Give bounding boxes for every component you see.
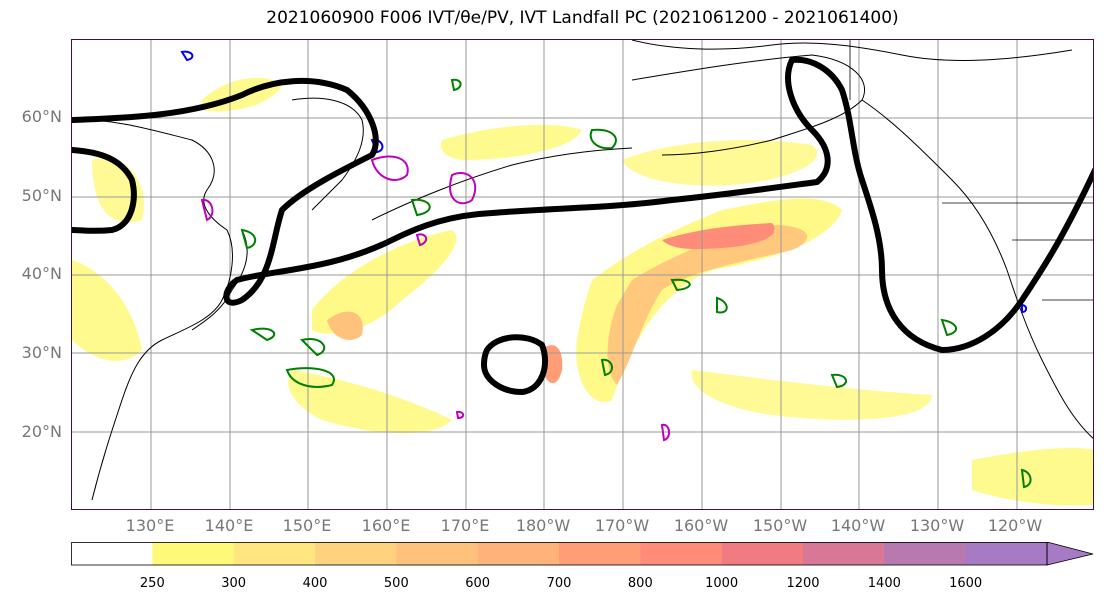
alaska-coast <box>631 54 865 156</box>
kamchatka-coast <box>291 97 364 211</box>
ivt-sw <box>72 260 142 361</box>
ivt-colorbar <box>71 541 1095 570</box>
ivt-shading <box>72 77 1093 506</box>
colorbar-tick-label: 1000 <box>705 576 739 591</box>
ivt-se <box>691 370 932 420</box>
colorbar-tick-label: 1400 <box>867 576 901 591</box>
lon-label-150w: 150°W <box>752 516 808 535</box>
theta-e-contours <box>240 78 1032 489</box>
pv-contour-west <box>72 147 137 234</box>
colorbar-cell <box>152 542 235 565</box>
asia-coast <box>72 119 233 501</box>
title-text: 2021060900 F006 IVT/θe/PV, IVT Landfall … <box>266 8 899 28</box>
colorbar-cell <box>71 542 153 565</box>
colorbar-tick-label: 700 <box>546 576 572 591</box>
colorbar-outline <box>71 542 1048 566</box>
colorbar-cell <box>721 542 804 565</box>
colorbar-cell <box>396 542 479 565</box>
graticule <box>72 40 1093 509</box>
colorbar-tick-label: 800 <box>627 576 653 591</box>
pv-contour-main <box>72 56 1093 354</box>
ivt-west-core <box>327 311 363 340</box>
colorbar-cell <box>477 542 560 565</box>
lon-label-140w: 140°W <box>830 516 886 535</box>
colorbar-tick-label: 1200 <box>786 576 820 591</box>
lon-label-130w: 130°W <box>909 516 965 535</box>
lon-label-130e: 130°E <box>125 516 175 535</box>
colorbar-tick-label: 500 <box>383 576 409 591</box>
colorbar-cell <box>640 542 723 565</box>
colorbar-cell <box>233 542 316 565</box>
lon-label-160e: 160°E <box>361 516 411 535</box>
lat-label-30n: 30°N <box>21 343 62 362</box>
colorbar-cells <box>71 542 1048 565</box>
map-title: 2021060900 F006 IVT/θe/PV, IVT Landfall … <box>0 8 1105 28</box>
lon-label-180w: 180°W <box>515 516 571 535</box>
colorbar-cell <box>965 542 1048 565</box>
lon-label-150e: 150°E <box>282 516 332 535</box>
lat-label-50n: 50°N <box>21 186 62 205</box>
colorbar-cell <box>803 542 885 565</box>
ivt-se-far <box>972 448 1093 506</box>
colorbar-tick-label: 250 <box>139 576 165 591</box>
colorbar-svg <box>71 541 1094 566</box>
lon-label-120w: 120°W <box>987 516 1043 535</box>
magenta-contours <box>200 155 670 442</box>
map-panel <box>71 39 1094 510</box>
lon-label-140e: 140°E <box>204 516 254 535</box>
ivt-west <box>312 230 457 334</box>
colorbar-extend-arrow <box>1046 541 1094 566</box>
map-svg <box>72 40 1093 509</box>
colorbar-tick-label: 600 <box>465 576 491 591</box>
colorbar-tick-label: 300 <box>221 576 247 591</box>
ivt-north <box>440 124 582 160</box>
lon-label-170w: 170°W <box>594 516 650 535</box>
colorbar-cell <box>884 542 967 565</box>
colorbar-cell <box>559 542 641 565</box>
colorbar-tick-label: 400 <box>302 576 328 591</box>
colorbar-cell <box>315 542 397 565</box>
lat-label-40n: 40°N <box>21 264 62 283</box>
na-west-coast <box>861 99 1093 439</box>
pv-contour-closed-low <box>480 334 549 396</box>
colorbar-tick-label: 1600 <box>949 576 983 591</box>
aleutians <box>371 147 633 221</box>
borders <box>849 40 1093 301</box>
ivt-northpac <box>622 140 818 186</box>
ivt-south <box>288 370 452 434</box>
ivt-max-1 <box>662 223 775 250</box>
pv-contours <box>72 56 1093 396</box>
ivt-plume-core <box>607 225 808 385</box>
lon-label-170e: 170°E <box>440 516 490 535</box>
arctic-coast <box>631 40 1073 61</box>
lat-label-60n: 60°N <box>21 107 62 126</box>
lat-label-20n: 20°N <box>21 422 62 441</box>
lon-label-160w: 160°W <box>673 516 729 535</box>
